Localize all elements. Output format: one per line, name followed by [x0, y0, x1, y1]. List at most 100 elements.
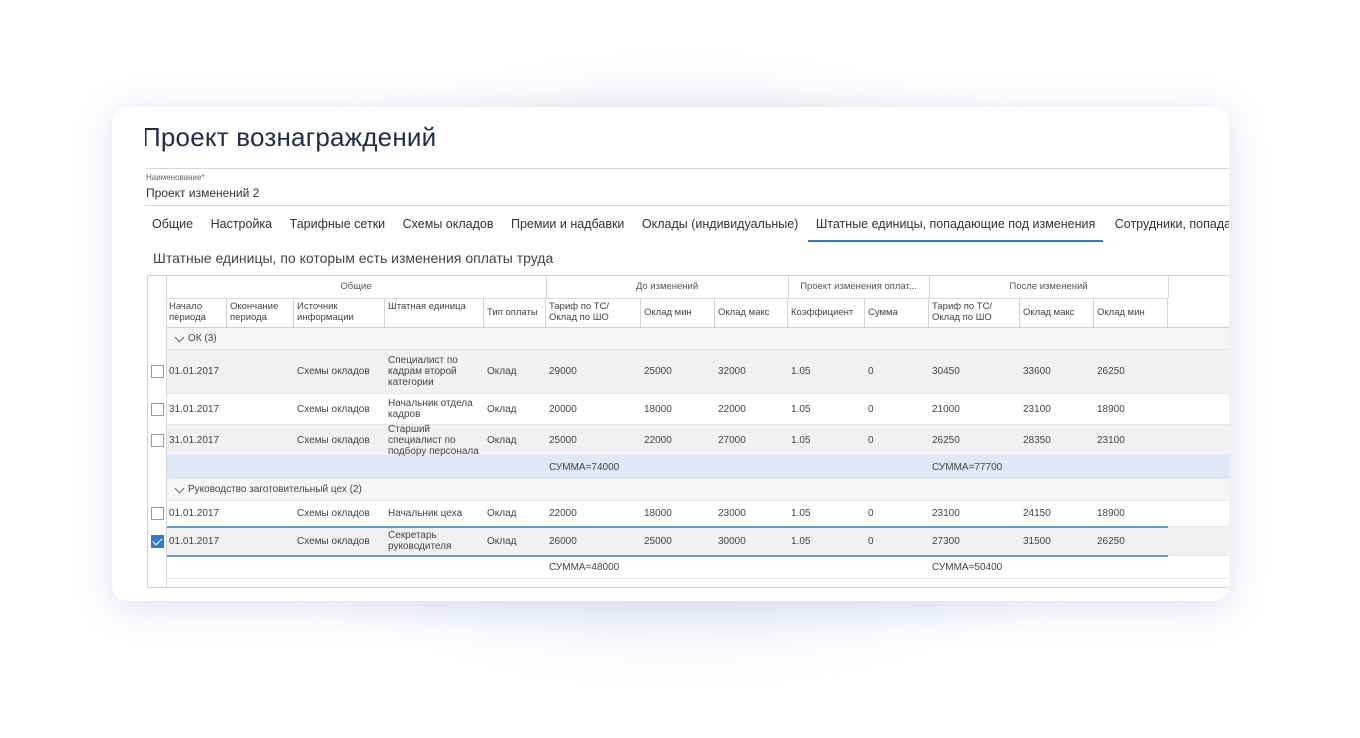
row-checkbox[interactable]	[151, 403, 164, 416]
cell-staff-unit: Начальник отдела кадров	[388, 398, 473, 420]
cell-amount: 0	[868, 508, 874, 519]
cell-tariff-after: 30450	[932, 366, 960, 377]
cell-coefficient: 1.05	[791, 508, 811, 519]
column-header-tariff-after[interactable]: Тариф по ТС/ Оклад по ШО	[929, 298, 1020, 327]
header-row: Начало периода Окончание периода Источник …	[148, 298, 1229, 328]
cell-max-before: 27000	[718, 434, 746, 446]
cell-max-before: 32000	[718, 366, 746, 377]
column-header-coefficient[interactable]: Коэффициент	[788, 298, 865, 327]
cell-start-date: 01.01.2017	[169, 535, 220, 547]
tab-employees[interactable]: Сотрудники, попада	[1114, 217, 1229, 231]
row-checkbox[interactable]	[151, 434, 164, 447]
cell-end-date	[227, 501, 294, 526]
cell-tariff-after: 23100	[932, 508, 960, 519]
column-header-source[interactable]: Источник информации	[294, 298, 385, 327]
cell-tariff-before: 20000	[549, 403, 577, 415]
cell-max-before: 22000	[718, 403, 746, 415]
column-header-min-after[interactable]: Оклад мин	[1094, 298, 1168, 327]
table-row[interactable]: 01.01.2017 Схемы окладов Начальник цеха Окл…	[148, 501, 1229, 527]
cell-max-after: 24150	[1023, 508, 1051, 519]
cell-amount: 0	[868, 403, 874, 415]
cell-end-date	[227, 350, 294, 393]
cell-tariff-before: 26000	[549, 535, 577, 547]
header-group-after: После изменений	[929, 276, 1169, 298]
cell-source: Схемы окладов	[297, 366, 370, 377]
column-header-end-date[interactable]: Окончание периода	[227, 298, 294, 327]
tab-tariff-grids[interactable]: Тарифные сетки	[289, 217, 386, 231]
group-label-text: ОК (3)	[188, 333, 217, 344]
tab-bonuses[interactable]: Премии и надбавки	[510, 217, 625, 231]
app-content: Проект вознаграждений Наименование* Прое…	[145, 122, 1229, 601]
group-label: ОК (3)	[172, 328, 217, 349]
cell-max-after: 33600	[1023, 366, 1051, 377]
column-header-amount[interactable]: Сумма	[865, 298, 929, 327]
tab-salary-schemes[interactable]: Схемы окладов	[402, 217, 494, 231]
cell-min-after: 26250	[1097, 366, 1125, 377]
table-row[interactable]: 31.01.2017 Схемы окладов Старший специалис…	[148, 424, 1229, 457]
app-card: Проект вознаграждений Наименование* Прое…	[112, 107, 1229, 601]
name-field[interactable]: Проект изменений 2	[146, 186, 260, 200]
group-row[interactable]: Руководство заготовительный цех (2)	[148, 479, 1229, 501]
sum-after: СУММА=50400	[932, 561, 1003, 573]
cell-source: Схемы окладов	[297, 434, 370, 446]
column-header-min-before[interactable]: Оклад мин	[641, 298, 715, 327]
summary-row: СУММА=74000 СУММА=77700	[148, 456, 1229, 479]
chevron-down-icon[interactable]	[174, 332, 185, 342]
group-label: Руководство заготовительный цех (2)	[172, 479, 362, 500]
table-row[interactable]: 01.01.2017 Схемы окладов Секретарь руковод…	[148, 527, 1229, 556]
cell-source: Схемы окладов	[297, 535, 370, 547]
table-row[interactable]: 01.01.2017 Схемы окладов Специалист по кад…	[148, 350, 1229, 394]
cell-source: Схемы окладов	[297, 508, 370, 519]
cell-tariff-after: 26250	[932, 434, 960, 446]
column-header-start-date[interactable]: Начало периода	[166, 298, 227, 327]
divider	[145, 168, 1229, 169]
column-header-max-after[interactable]: Оклад макс	[1020, 298, 1094, 327]
chevron-down-icon[interactable]	[174, 483, 185, 493]
cell-pay-type: Оклад	[487, 508, 517, 519]
cell-start-date: 01.01.2017	[169, 508, 220, 519]
cell-min-after: 18900	[1097, 403, 1125, 415]
cell-min-after: 26250	[1097, 535, 1125, 547]
divider	[145, 205, 1229, 206]
cell-coefficient: 1.05	[791, 434, 811, 446]
column-header-max-before[interactable]: Оклад макс	[715, 298, 788, 327]
header-group-general: Общие	[166, 276, 547, 298]
cell-max-before: 30000	[718, 535, 746, 547]
column-header-pay-type[interactable]: Тип оплаты	[484, 298, 546, 327]
group-label-text: Руководство заготовительный цех (2)	[188, 484, 362, 495]
sum-before: СУММА=74000	[549, 461, 620, 473]
cell-min-after: 18900	[1097, 508, 1125, 519]
row-checkbox[interactable]	[151, 507, 164, 520]
selection-border	[148, 555, 1168, 557]
cell-amount: 0	[868, 366, 874, 377]
cell-min-before: 18000	[644, 508, 672, 519]
sum-before: СУММА=48000	[549, 561, 620, 573]
row-checkbox[interactable]	[151, 535, 164, 548]
group-row[interactable]: ОК (3)	[148, 328, 1229, 350]
cell-end-date	[227, 394, 294, 424]
header-group-before: До изменений	[546, 276, 789, 298]
tab-settings[interactable]: Настройка	[210, 217, 273, 231]
cell-end-date	[227, 425, 294, 455]
sum-after: СУММА=77700	[932, 461, 1003, 473]
cell-start-date: 31.01.2017	[169, 434, 220, 446]
tab-general[interactable]: Общие	[152, 217, 194, 231]
cell-start-date: 31.01.2017	[169, 403, 220, 415]
column-header-tariff-before[interactable]: Тариф по ТС/ Оклад по ШО	[546, 298, 641, 327]
table-row[interactable]: 31.01.2017 Схемы окладов Начальник отдела …	[148, 394, 1229, 425]
staff-units-grid: Общие До изменений Проект изменения оплат.…	[147, 275, 1229, 588]
cell-source: Схемы окладов	[297, 403, 370, 415]
cell-amount: 0	[868, 535, 874, 547]
row-checkbox[interactable]	[151, 365, 164, 378]
summary-row: СУММА=48000 СУММА=50400	[148, 556, 1229, 579]
page-title: Проект вознаграждений	[145, 122, 437, 152]
column-header-staff-unit[interactable]: Штатная единица	[385, 298, 484, 327]
cell-pay-type: Оклад	[487, 434, 517, 446]
cell-min-before: 25000	[644, 535, 672, 547]
cell-min-after: 23100	[1097, 434, 1125, 446]
cell-pay-type: Оклад	[487, 535, 517, 547]
cell-tariff-after: 21000	[932, 403, 960, 415]
tab-staff-units[interactable]: Штатные единицы, попадающие под изменени…	[807, 217, 1104, 242]
tab-individual-salaries[interactable]: Оклады (индивидуальные)	[641, 217, 799, 231]
cell-tariff-before: 29000	[549, 366, 577, 377]
